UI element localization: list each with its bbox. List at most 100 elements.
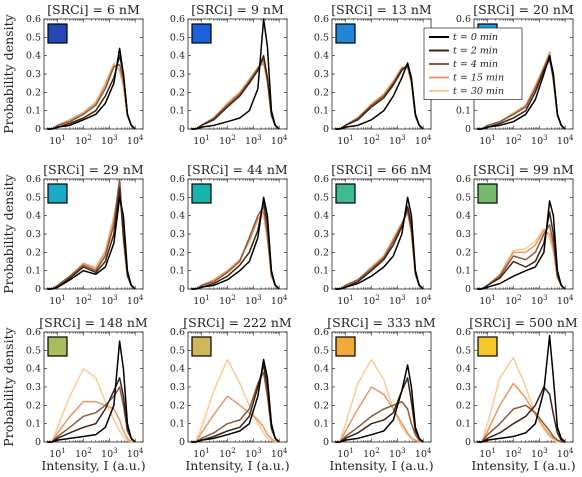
legend-label: t = 4 min (453, 59, 498, 70)
x-tick-exponent: 2 (375, 294, 379, 302)
x-tick-exponent: 4 (139, 294, 144, 302)
x-tick-base: 10 (389, 136, 401, 147)
x-tick-label: 104 (557, 294, 574, 307)
x-tick-exponent: 1 (205, 134, 209, 142)
x-tick-base: 10 (245, 449, 257, 460)
x-tick-exponent: 2 (87, 134, 91, 142)
concentration-swatch (191, 23, 212, 44)
y-tick-label: 0.2 (26, 247, 41, 258)
y-tick-label: 0.6 (170, 327, 185, 338)
y-tick-label: 0.4 (170, 51, 185, 62)
x-tick-label: 104 (557, 447, 574, 460)
y-tick-label: 0 (323, 284, 329, 295)
x-tick-exponent: 2 (517, 134, 521, 142)
series-line-2 (47, 377, 136, 443)
x-tick-base: 10 (75, 449, 87, 460)
x-tick-base: 10 (271, 449, 283, 460)
x-tick-label: 104 (127, 294, 144, 307)
y-tick-label: 0.2 (314, 400, 329, 411)
x-tick-base: 10 (193, 449, 205, 460)
x-tick-exponent: 2 (517, 447, 521, 455)
panel-title: [SRCi] = 20 nM (473, 2, 574, 17)
x-tick-label: 102 (219, 447, 236, 460)
x-tick-label: 102 (363, 447, 380, 460)
y-tick-label: 0.1 (314, 106, 329, 117)
y-tick-label: 0.6 (314, 14, 329, 25)
panel-title: [SRCi] = 29 nM (43, 162, 144, 177)
y-tick-label: 0.1 (456, 266, 471, 277)
concentration-swatch (477, 336, 498, 357)
x-axis-label: Intensity, I (a.u.) (471, 458, 575, 473)
x-tick-exponent: 4 (569, 294, 574, 302)
series-line-2 (335, 377, 424, 443)
x-tick-label: 101 (49, 134, 66, 147)
x-tick-base: 10 (415, 296, 427, 307)
x-tick-exponent: 3 (113, 134, 117, 142)
series-line-5 (335, 358, 424, 443)
x-tick-label: 104 (127, 447, 144, 460)
x-tick-base: 10 (531, 136, 543, 147)
series-line-4 (335, 386, 424, 443)
y-tick-label: 0.4 (314, 51, 329, 62)
series-line-1 (335, 364, 424, 443)
series-line-1 (477, 334, 566, 443)
y-tick-label: 0.4 (314, 211, 329, 222)
x-tick-base: 10 (505, 449, 517, 460)
y-tick-label: 0.6 (314, 327, 329, 338)
x-tick-exponent: 3 (543, 294, 547, 302)
concentration-swatch (191, 336, 212, 357)
series-line-1 (191, 358, 280, 443)
series-line-3 (47, 64, 136, 130)
panel-title: [SRCi] = 500 nM (469, 315, 578, 330)
x-axis-label: Intensity, I (a.u.) (41, 458, 145, 473)
x-tick-exponent: 3 (257, 134, 261, 142)
y-tick-label: 0.5 (170, 192, 185, 203)
x-tick-base: 10 (531, 296, 543, 307)
x-tick-base: 10 (479, 449, 491, 460)
x-tick-label: 102 (505, 134, 522, 147)
y-tick-label: 0.2 (456, 400, 471, 411)
y-tick-label: 0.3 (26, 382, 41, 393)
y-tick-label: 0.2 (314, 87, 329, 98)
y-tick-label: 0 (465, 284, 471, 295)
x-tick-base: 10 (415, 136, 427, 147)
concentration-swatch (335, 183, 356, 204)
x-tick-label: 101 (193, 294, 210, 307)
x-tick-exponent: 1 (61, 134, 65, 142)
x-tick-label: 102 (75, 447, 92, 460)
y-tick-label: 0.4 (314, 364, 329, 375)
legend-box (423, 27, 523, 100)
x-tick-base: 10 (389, 296, 401, 307)
x-tick-exponent: 2 (231, 447, 235, 455)
x-tick-exponent: 1 (349, 447, 353, 455)
x-tick-base: 10 (101, 449, 113, 460)
x-tick-exponent: 1 (349, 134, 353, 142)
x-tick-exponent: 3 (401, 447, 405, 455)
concentration-swatch (191, 183, 212, 204)
series-line-1 (335, 196, 424, 290)
x-tick-exponent: 3 (257, 294, 261, 302)
x-tick-base: 10 (219, 449, 231, 460)
x-tick-exponent: 1 (349, 294, 353, 302)
series-line-3 (477, 224, 566, 290)
x-tick-exponent: 4 (569, 447, 574, 455)
y-tick-label: 0.2 (26, 87, 41, 98)
x-tick-exponent: 1 (205, 447, 209, 455)
y-tick-label: 0.4 (170, 211, 185, 222)
legend-label: t = 0 min (453, 32, 498, 43)
x-tick-label: 101 (49, 294, 66, 307)
x-tick-exponent: 4 (283, 134, 288, 142)
x-tick-label: 103 (531, 294, 548, 307)
y-tick-label: 0.5 (26, 192, 41, 203)
y-tick-label: 0 (323, 437, 329, 448)
x-tick-exponent: 4 (283, 294, 288, 302)
series-line-5 (47, 367, 136, 443)
x-tick-base: 10 (75, 296, 87, 307)
x-tick-exponent: 3 (401, 294, 405, 302)
series-line-2 (335, 205, 424, 290)
y-tick-label: 0.3 (314, 229, 329, 240)
y-tick-label: 0.6 (456, 327, 471, 338)
